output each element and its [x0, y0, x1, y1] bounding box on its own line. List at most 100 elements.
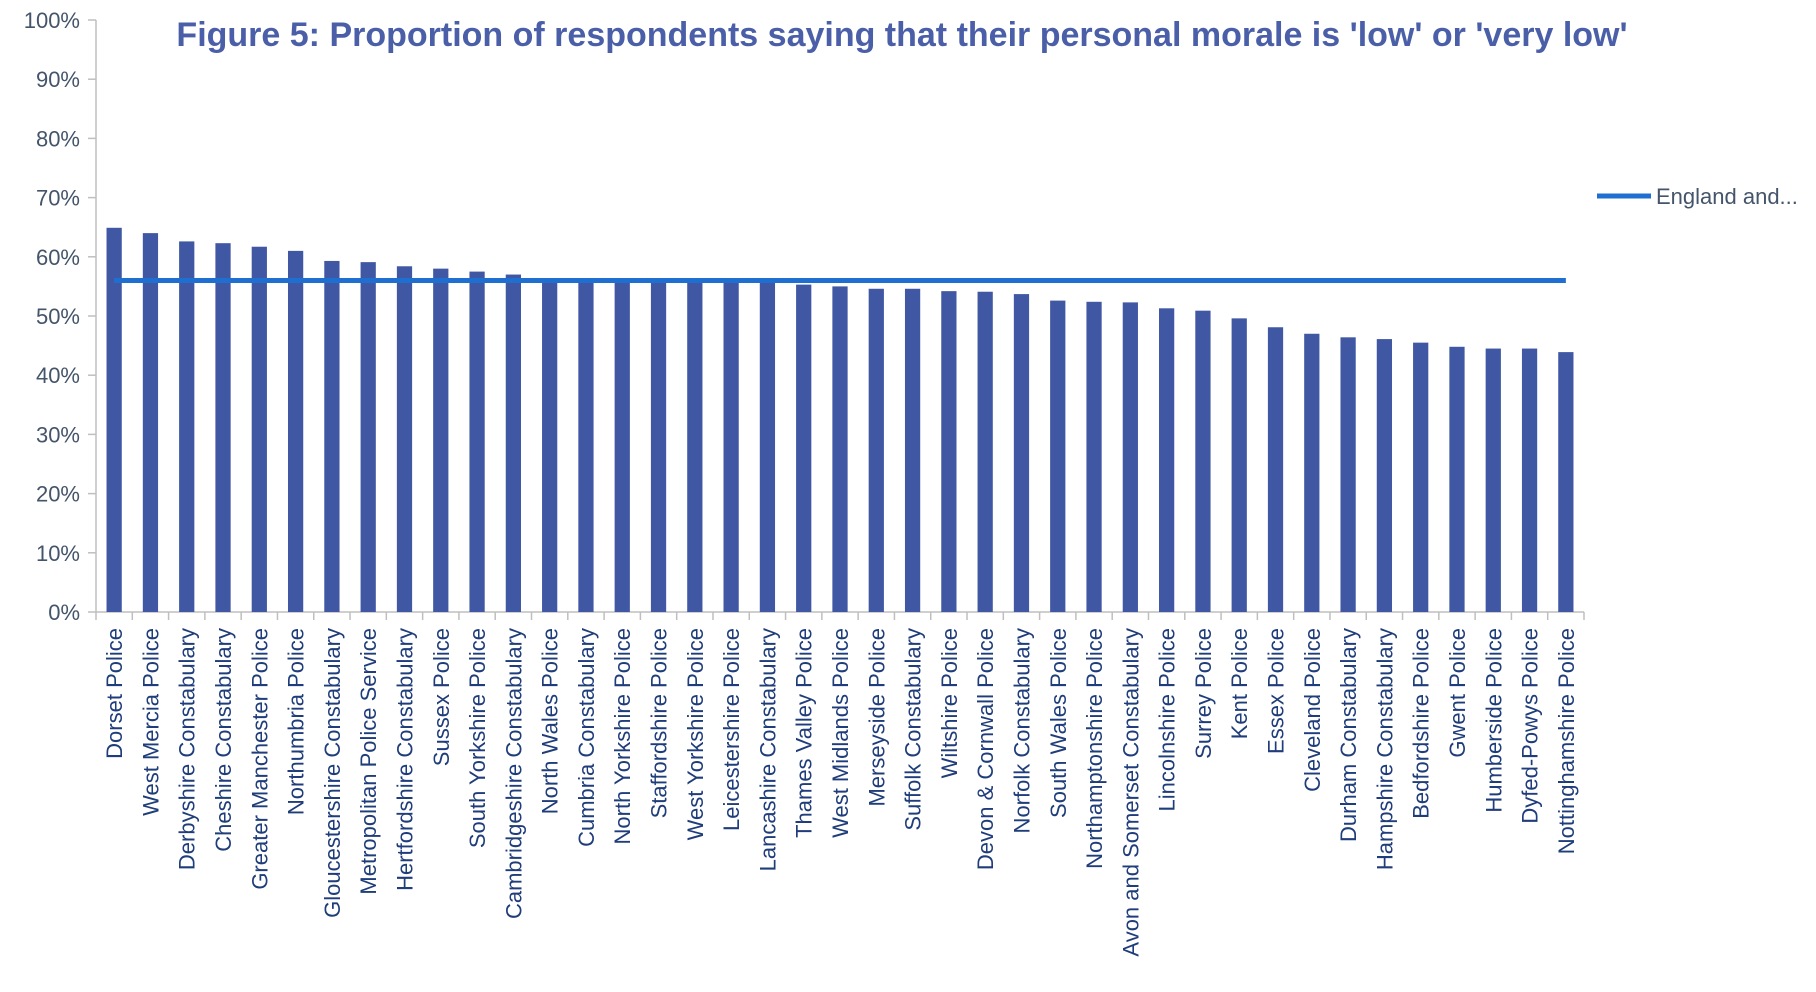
bar [1449, 346, 1465, 612]
category-label: Dyfed-Powys Police [1518, 628, 1543, 824]
category-label: Northamptonshire Police [1082, 628, 1107, 869]
category-label: Cumbria Constabulary [574, 628, 599, 847]
bar [1195, 310, 1211, 612]
x-axis [95, 611, 1585, 620]
category-label: Thames Valley Police [792, 628, 817, 838]
y-tick-label: 90% [36, 67, 80, 92]
category-label: Bedfordshire Police [1409, 628, 1434, 819]
category-labels: Dorset Police West Mercia Police Derbyshir… [102, 628, 1579, 957]
y-tick-label: 30% [36, 422, 80, 447]
category-label: Greater Manchester Police [247, 628, 272, 890]
bar [832, 286, 848, 612]
y-tick-label: 100% [24, 8, 80, 33]
bar [1013, 294, 1030, 612]
bar [1485, 348, 1501, 612]
category-label: Hertfordshire Constabulary [392, 628, 417, 891]
bar [360, 262, 376, 612]
category-label: Cambridgeshire Constabulary [501, 628, 526, 919]
y-tick-label: 60% [36, 245, 80, 270]
bar [179, 241, 195, 612]
category-label: Northumbria Police [284, 628, 309, 815]
category-label: Lincolnshire Police [1155, 628, 1180, 811]
bar [106, 227, 122, 613]
bar [868, 288, 884, 612]
category-label: Derbyshire Constabulary [175, 628, 200, 870]
bar [251, 246, 267, 612]
category-label: South Wales Police [1046, 628, 1071, 818]
category-label: Sussex Police [429, 628, 454, 766]
bar [1050, 300, 1066, 612]
bar [1340, 337, 1356, 612]
bar [1159, 308, 1175, 612]
bar [1304, 333, 1320, 612]
y-tick-label: 20% [36, 482, 80, 507]
category-label: Essex Police [1264, 628, 1289, 754]
category-label: Staffordshire Police [647, 628, 672, 818]
bar [614, 279, 630, 612]
category-label: West Midlands Police [828, 628, 853, 838]
bar [215, 243, 231, 612]
y-tick-label: 0% [48, 600, 80, 625]
category-label: Durham Constabulary [1336, 628, 1361, 842]
category-label: Gwent Police [1445, 628, 1470, 758]
bar [142, 233, 159, 612]
category-label: Cleveland Police [1300, 628, 1325, 792]
category-label: Lancashire Constabulary [755, 628, 780, 871]
bar [505, 274, 521, 612]
y-tick-label: 40% [36, 363, 80, 388]
category-label: Leicestershire Police [719, 628, 744, 831]
category-label: South Yorkshire Police [465, 628, 490, 848]
y-tick-label: 80% [36, 126, 80, 151]
y-tick-label: 50% [36, 304, 80, 329]
bar [941, 291, 957, 612]
y-tick-label: 10% [36, 541, 80, 566]
bar [1267, 327, 1284, 612]
category-label: Avon and Somerset Constabulary [1118, 628, 1143, 957]
category-label: Kent Police [1227, 628, 1252, 739]
category-label: Wiltshire Police [937, 628, 962, 778]
category-label: Gloucestershire Constabulary [320, 628, 345, 918]
bar [1086, 301, 1102, 612]
category-label: West Yorkshire Police [683, 628, 708, 840]
chart-title: Figure 5: Proportion of respondents sayi… [176, 16, 1627, 54]
bar [687, 280, 703, 612]
bar [1231, 318, 1247, 612]
bar [1413, 342, 1429, 612]
legend-label: England and... [1656, 184, 1798, 209]
category-label: Humberside Police [1481, 628, 1506, 813]
category-label: Dorset Police [102, 628, 127, 759]
legend: England and... [1597, 184, 1798, 209]
bar [433, 268, 449, 612]
bar [1376, 339, 1393, 612]
bar [396, 266, 413, 612]
category-label: Devon & Cornwall Police [973, 628, 998, 870]
category-label: Hampshire Constabulary [1372, 628, 1397, 870]
bar [578, 279, 594, 612]
bar [904, 288, 921, 612]
bar [977, 291, 993, 612]
category-label: Merseyside Police [864, 628, 889, 807]
bar [469, 271, 485, 612]
bar [723, 281, 739, 612]
bar [1521, 348, 1538, 612]
category-label: Suffolk Constabulary [901, 628, 926, 831]
bar [542, 278, 558, 612]
category-label: Norfolk Constabulary [1009, 628, 1034, 833]
category-label: West Mercia Police [138, 628, 163, 816]
y-tick-label: 70% [36, 186, 80, 211]
bar-series [106, 227, 1574, 613]
bar [650, 280, 667, 612]
bar [1122, 302, 1138, 612]
bar [324, 260, 340, 612]
bar [796, 284, 812, 612]
bar [287, 250, 304, 612]
category-label: Nottinghamshire Police [1554, 628, 1579, 854]
category-label: North Wales Police [538, 628, 563, 814]
y-axis: 0% 10% 20% 30% 40% 50% 60% 70% 80% 90% 100% [24, 8, 97, 625]
category-label: Surrey Police [1191, 628, 1216, 759]
bar [1558, 352, 1574, 612]
category-label: Metropolitan Police Service [356, 628, 381, 895]
category-label: Cheshire Constabulary [211, 628, 236, 852]
category-label: North Yorkshire Police [610, 628, 635, 844]
